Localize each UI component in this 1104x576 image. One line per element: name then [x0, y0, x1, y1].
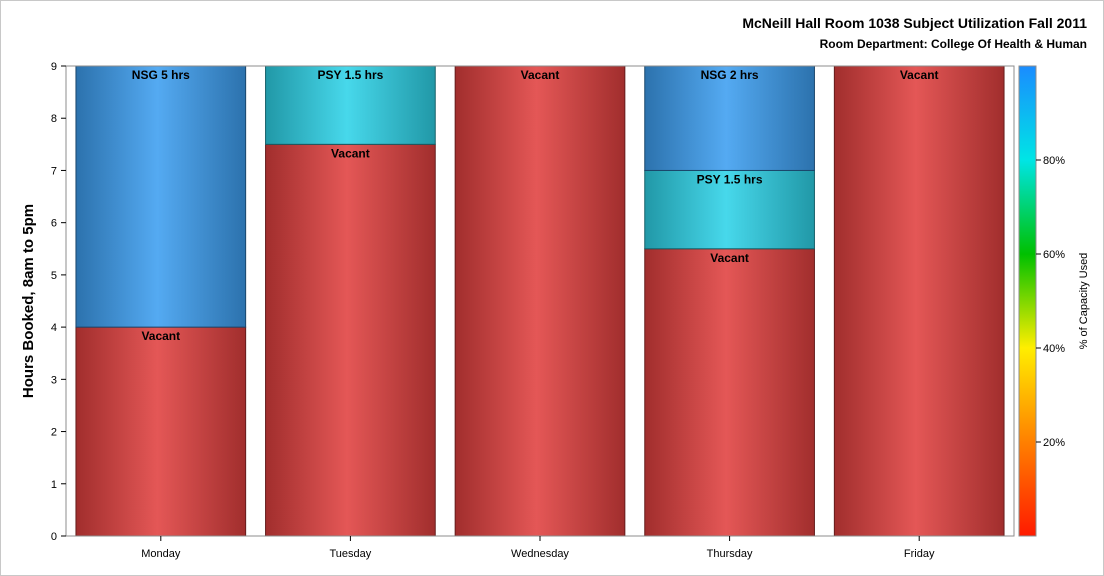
- y-tick-label: 0: [51, 531, 57, 543]
- segment-label: Vacant: [710, 251, 749, 265]
- chart-subtitle: Room Department: College Of Health & Hum…: [820, 37, 1087, 51]
- bar-segment: [644, 248, 815, 537]
- bar-segment: [265, 65, 436, 145]
- chart-title: McNeill Hall Room 1038 Subject Utilizati…: [742, 15, 1087, 31]
- colorbar-tick-label: 80%: [1043, 155, 1065, 167]
- segment-label: Vacant: [141, 329, 180, 343]
- colorbar-tick-label: 40%: [1043, 343, 1065, 355]
- colorbar-title: % of Capacity Used: [1078, 253, 1090, 350]
- segment-label: Vacant: [521, 68, 560, 82]
- x-tick-label: Tuesday: [330, 548, 372, 560]
- x-tick-label: Thursday: [707, 548, 753, 560]
- bar-segment: [75, 65, 247, 328]
- y-tick-label: 9: [51, 61, 57, 73]
- colorbar-tick-label: 20%: [1043, 437, 1065, 449]
- bar-segment: [454, 65, 626, 537]
- y-tick-label: 5: [51, 270, 57, 282]
- plot-area: Vacant NSG 5 hrs Vacant PSY 1.5 hrs Vacant Va…: [51, 61, 1065, 560]
- segment-label: Vacant: [900, 68, 939, 82]
- segment-label: NSG 2 hrs: [701, 68, 759, 82]
- y-tick-label: 3: [51, 374, 57, 386]
- y-tick-label: 6: [51, 218, 57, 230]
- bar-segment: [265, 143, 436, 537]
- y-tick-label: 2: [51, 427, 57, 439]
- bar-segment: [833, 65, 1005, 537]
- y-tick-label: 1: [51, 479, 57, 491]
- segment-label: PSY 1.5 hrs: [697, 172, 763, 186]
- bar-segment: [644, 169, 815, 250]
- y-tick-label: 4: [51, 322, 57, 334]
- colorbar: [1018, 65, 1037, 537]
- segment-label: Vacant: [331, 146, 370, 160]
- segment-label: PSY 1.5 hrs: [317, 68, 383, 82]
- y-tick-label: 7: [51, 165, 57, 177]
- bar-segment: [75, 326, 247, 537]
- x-tick-label: Monday: [141, 548, 181, 560]
- y-tick-label: 8: [51, 113, 57, 125]
- y-axis-title: Hours Booked, 8am to 5pm: [20, 204, 37, 398]
- x-tick-label: Friday: [904, 548, 935, 560]
- colorbar-tick-label: 60%: [1043, 249, 1065, 261]
- x-tick-label: Wednesday: [511, 548, 569, 560]
- segment-label: NSG 5 hrs: [132, 68, 190, 82]
